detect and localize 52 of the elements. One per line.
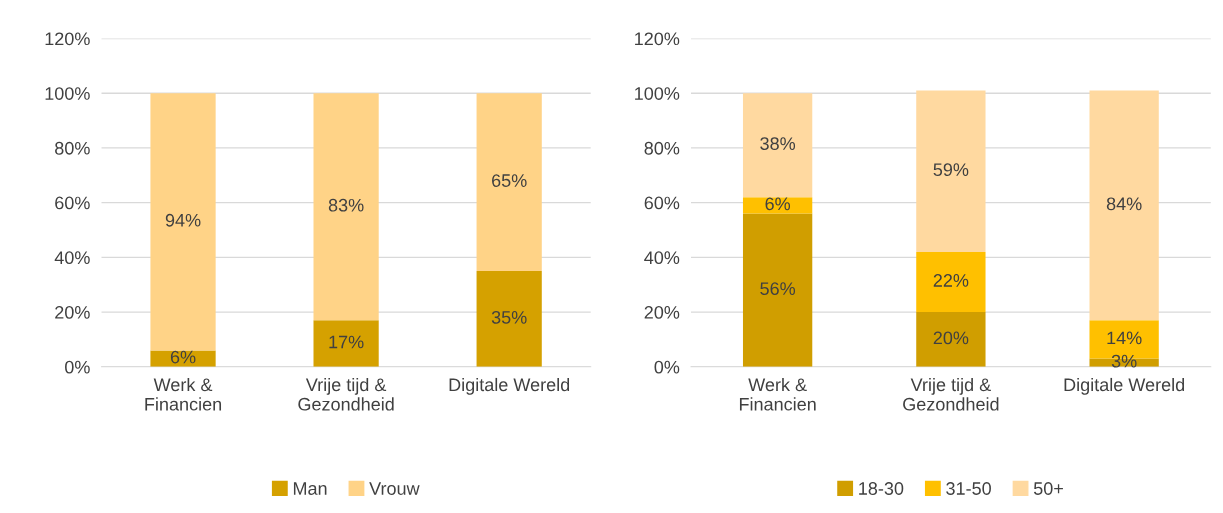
bar [313,93,379,321]
y-tick-label: 0% [65,360,90,374]
data-label: 56% [760,282,796,296]
x-tick-label: Werk & Financien [739,377,816,411]
legend-label: 18-30 [859,482,904,495]
legend-label: 31-50 [946,482,991,495]
data-label: 22% [933,274,969,287]
y-tick-label: 100% [45,87,90,100]
bar [476,93,542,272]
data-label: 94% [165,213,201,227]
x-tick-label: Vrije tijd & Gezondheid [903,377,999,411]
legend-label: Man [293,482,327,495]
x-tick-label: Digitale Wereld [1064,377,1185,395]
bar [150,93,216,351]
data-label: 17% [329,335,364,349]
data-label: 59% [933,163,969,177]
bar [742,213,813,367]
y-tick-label: 120% [45,32,90,46]
y-tick-label: 40% [644,251,680,265]
bar [916,312,986,367]
y-tick-label: 0% [654,360,680,374]
x-tick-label: Vrije tijd & Gezondheid [298,377,394,411]
y-tick-label: 40% [54,251,90,265]
data-label: 38% [760,137,796,151]
bar [916,90,986,252]
y-tick-label: 120% [635,32,680,46]
data-label: 3% [1111,354,1137,368]
legend-label: Vrouw [369,482,420,495]
data-label: 84% [1106,197,1142,211]
bar [742,197,813,214]
x-tick-label: Digitale Wereld [449,377,570,395]
data-label: 83% [328,198,364,212]
bar [1089,90,1159,321]
data-label: 6% [765,197,791,211]
data-label: 65% [492,174,527,187]
bar [313,320,379,367]
legend-label: 50+ [1033,482,1063,495]
y-tick-label: 100% [635,87,680,100]
data-label: 14% [1107,331,1142,345]
bar [742,93,813,198]
y-tick-label: 20% [55,306,90,319]
data-label: 6% [170,350,196,364]
y-tick-label: 60% [644,196,680,210]
y-tick-label: 20% [644,306,680,319]
y-tick-label: 80% [644,141,680,155]
bar [916,251,986,313]
bar [476,271,542,367]
y-tick-label: 60% [55,196,90,210]
data-label: 35% [491,310,527,324]
data-label: 20% [933,331,969,345]
x-tick-label: Werk & Financien [145,377,222,411]
y-tick-label: 80% [55,141,90,155]
